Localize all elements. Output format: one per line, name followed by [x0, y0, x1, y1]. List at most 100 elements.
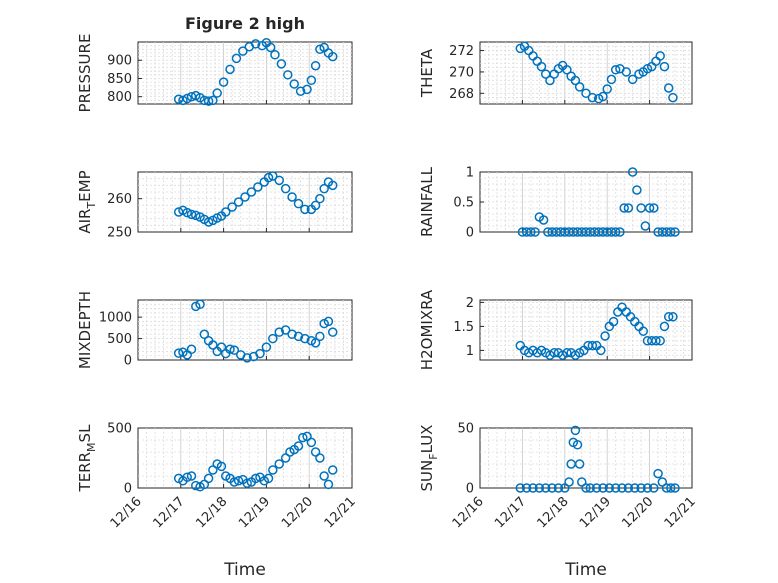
y-tick-label: 800	[107, 90, 132, 105]
data-point	[283, 70, 293, 80]
data-point	[293, 441, 304, 451]
data-series	[173, 299, 338, 363]
data-point	[515, 483, 526, 493]
data-point	[547, 483, 557, 493]
data-point	[319, 183, 329, 194]
x-tick-label: 12/21	[322, 494, 359, 531]
subplot-sun-flux: 0 50 12/16 12/17 12/18 12/19 12/20 12/21 SUNFLUX…	[418, 422, 699, 581]
data-point	[173, 348, 184, 358]
data-point	[655, 51, 665, 61]
y-axis-label: H2OMIXRA	[418, 289, 436, 370]
data-point	[663, 83, 674, 93]
data-point	[186, 344, 197, 355]
y-tick-label: 50	[457, 422, 474, 437]
data-point	[655, 336, 665, 346]
data-point	[233, 476, 244, 486]
data-point	[212, 88, 222, 98]
data-point	[242, 478, 252, 488]
x-tick-label: 12/17	[492, 494, 529, 531]
data-point	[615, 227, 625, 237]
data-point	[585, 483, 595, 493]
data-point	[521, 483, 532, 493]
data-point	[604, 483, 615, 493]
plot-area	[137, 41, 353, 105]
data-point	[549, 348, 559, 358]
data-point	[327, 327, 338, 337]
data-point	[653, 468, 663, 479]
y-tick-label: 0	[466, 482, 474, 497]
subplot-rainfall: 0 0.5 1 RAINFALL	[418, 166, 693, 241]
data-point	[649, 203, 659, 213]
data-point	[608, 316, 619, 327]
data-point	[574, 82, 585, 92]
data-point	[617, 483, 627, 493]
data-point	[225, 64, 235, 75]
data-point	[268, 333, 278, 344]
data-point	[246, 187, 257, 197]
data-point	[186, 471, 197, 481]
data-point	[536, 61, 547, 72]
data-point	[581, 483, 591, 493]
y-axis-label: AIRTEMP	[76, 170, 98, 233]
data-point	[581, 88, 591, 99]
data-point	[538, 215, 549, 225]
data-point	[540, 483, 551, 493]
data-point	[268, 465, 278, 475]
data-point	[240, 192, 250, 202]
subplot-theta: 268 270 272 THETA	[418, 41, 693, 105]
data-point	[574, 459, 585, 469]
x-tick-label: 12/17	[151, 494, 188, 531]
data-point	[250, 473, 261, 484]
data-point	[591, 483, 602, 493]
data-point	[564, 477, 574, 487]
data-point	[203, 217, 214, 227]
data-point	[315, 331, 325, 342]
y-tick-label: 500	[107, 332, 132, 347]
data-point	[598, 91, 608, 102]
y-tick-label: 900	[107, 54, 132, 69]
data-point	[300, 333, 310, 344]
data-point	[178, 95, 188, 106]
data-point	[270, 50, 280, 60]
data-point	[182, 207, 192, 218]
data-point	[651, 336, 661, 346]
data-point	[229, 345, 240, 355]
data-point	[195, 299, 205, 310]
data-point	[293, 331, 304, 342]
data-point	[623, 483, 634, 493]
data-point	[199, 329, 210, 340]
data-series	[515, 425, 680, 493]
data-point	[600, 331, 610, 341]
data-point	[182, 472, 192, 482]
data-point	[250, 39, 261, 49]
data-point	[602, 84, 612, 94]
data-point	[528, 483, 538, 493]
x-tick-label: 12/19	[577, 494, 614, 531]
data-point	[670, 227, 680, 237]
y-tick-label: 250	[107, 226, 132, 241]
subplot-air-temp: 250 260 AIRTEMP	[76, 170, 353, 241]
y-axis-label: TERRMSL	[76, 424, 98, 493]
y-tick-label: 0	[124, 354, 132, 369]
data-point	[306, 75, 317, 86]
data-series	[173, 171, 338, 227]
data-point	[242, 353, 252, 363]
x-axis-label: Time	[564, 560, 607, 580]
data-point	[315, 453, 325, 463]
data-point	[280, 183, 291, 194]
data-point	[327, 51, 338, 62]
y-axis-label: SUNFLUX	[418, 425, 440, 492]
data-point	[203, 473, 214, 484]
data-point	[659, 321, 670, 332]
y-tick-label: 272	[449, 44, 474, 59]
data-point	[287, 329, 297, 340]
data-point	[203, 96, 214, 106]
data-point	[208, 340, 218, 350]
data-point	[587, 340, 598, 351]
x-tick-label: 12/16	[450, 494, 487, 531]
data-point	[293, 198, 304, 209]
data-point	[231, 53, 242, 64]
x-tick-label: 12/16	[108, 494, 145, 531]
data-point	[274, 327, 284, 337]
